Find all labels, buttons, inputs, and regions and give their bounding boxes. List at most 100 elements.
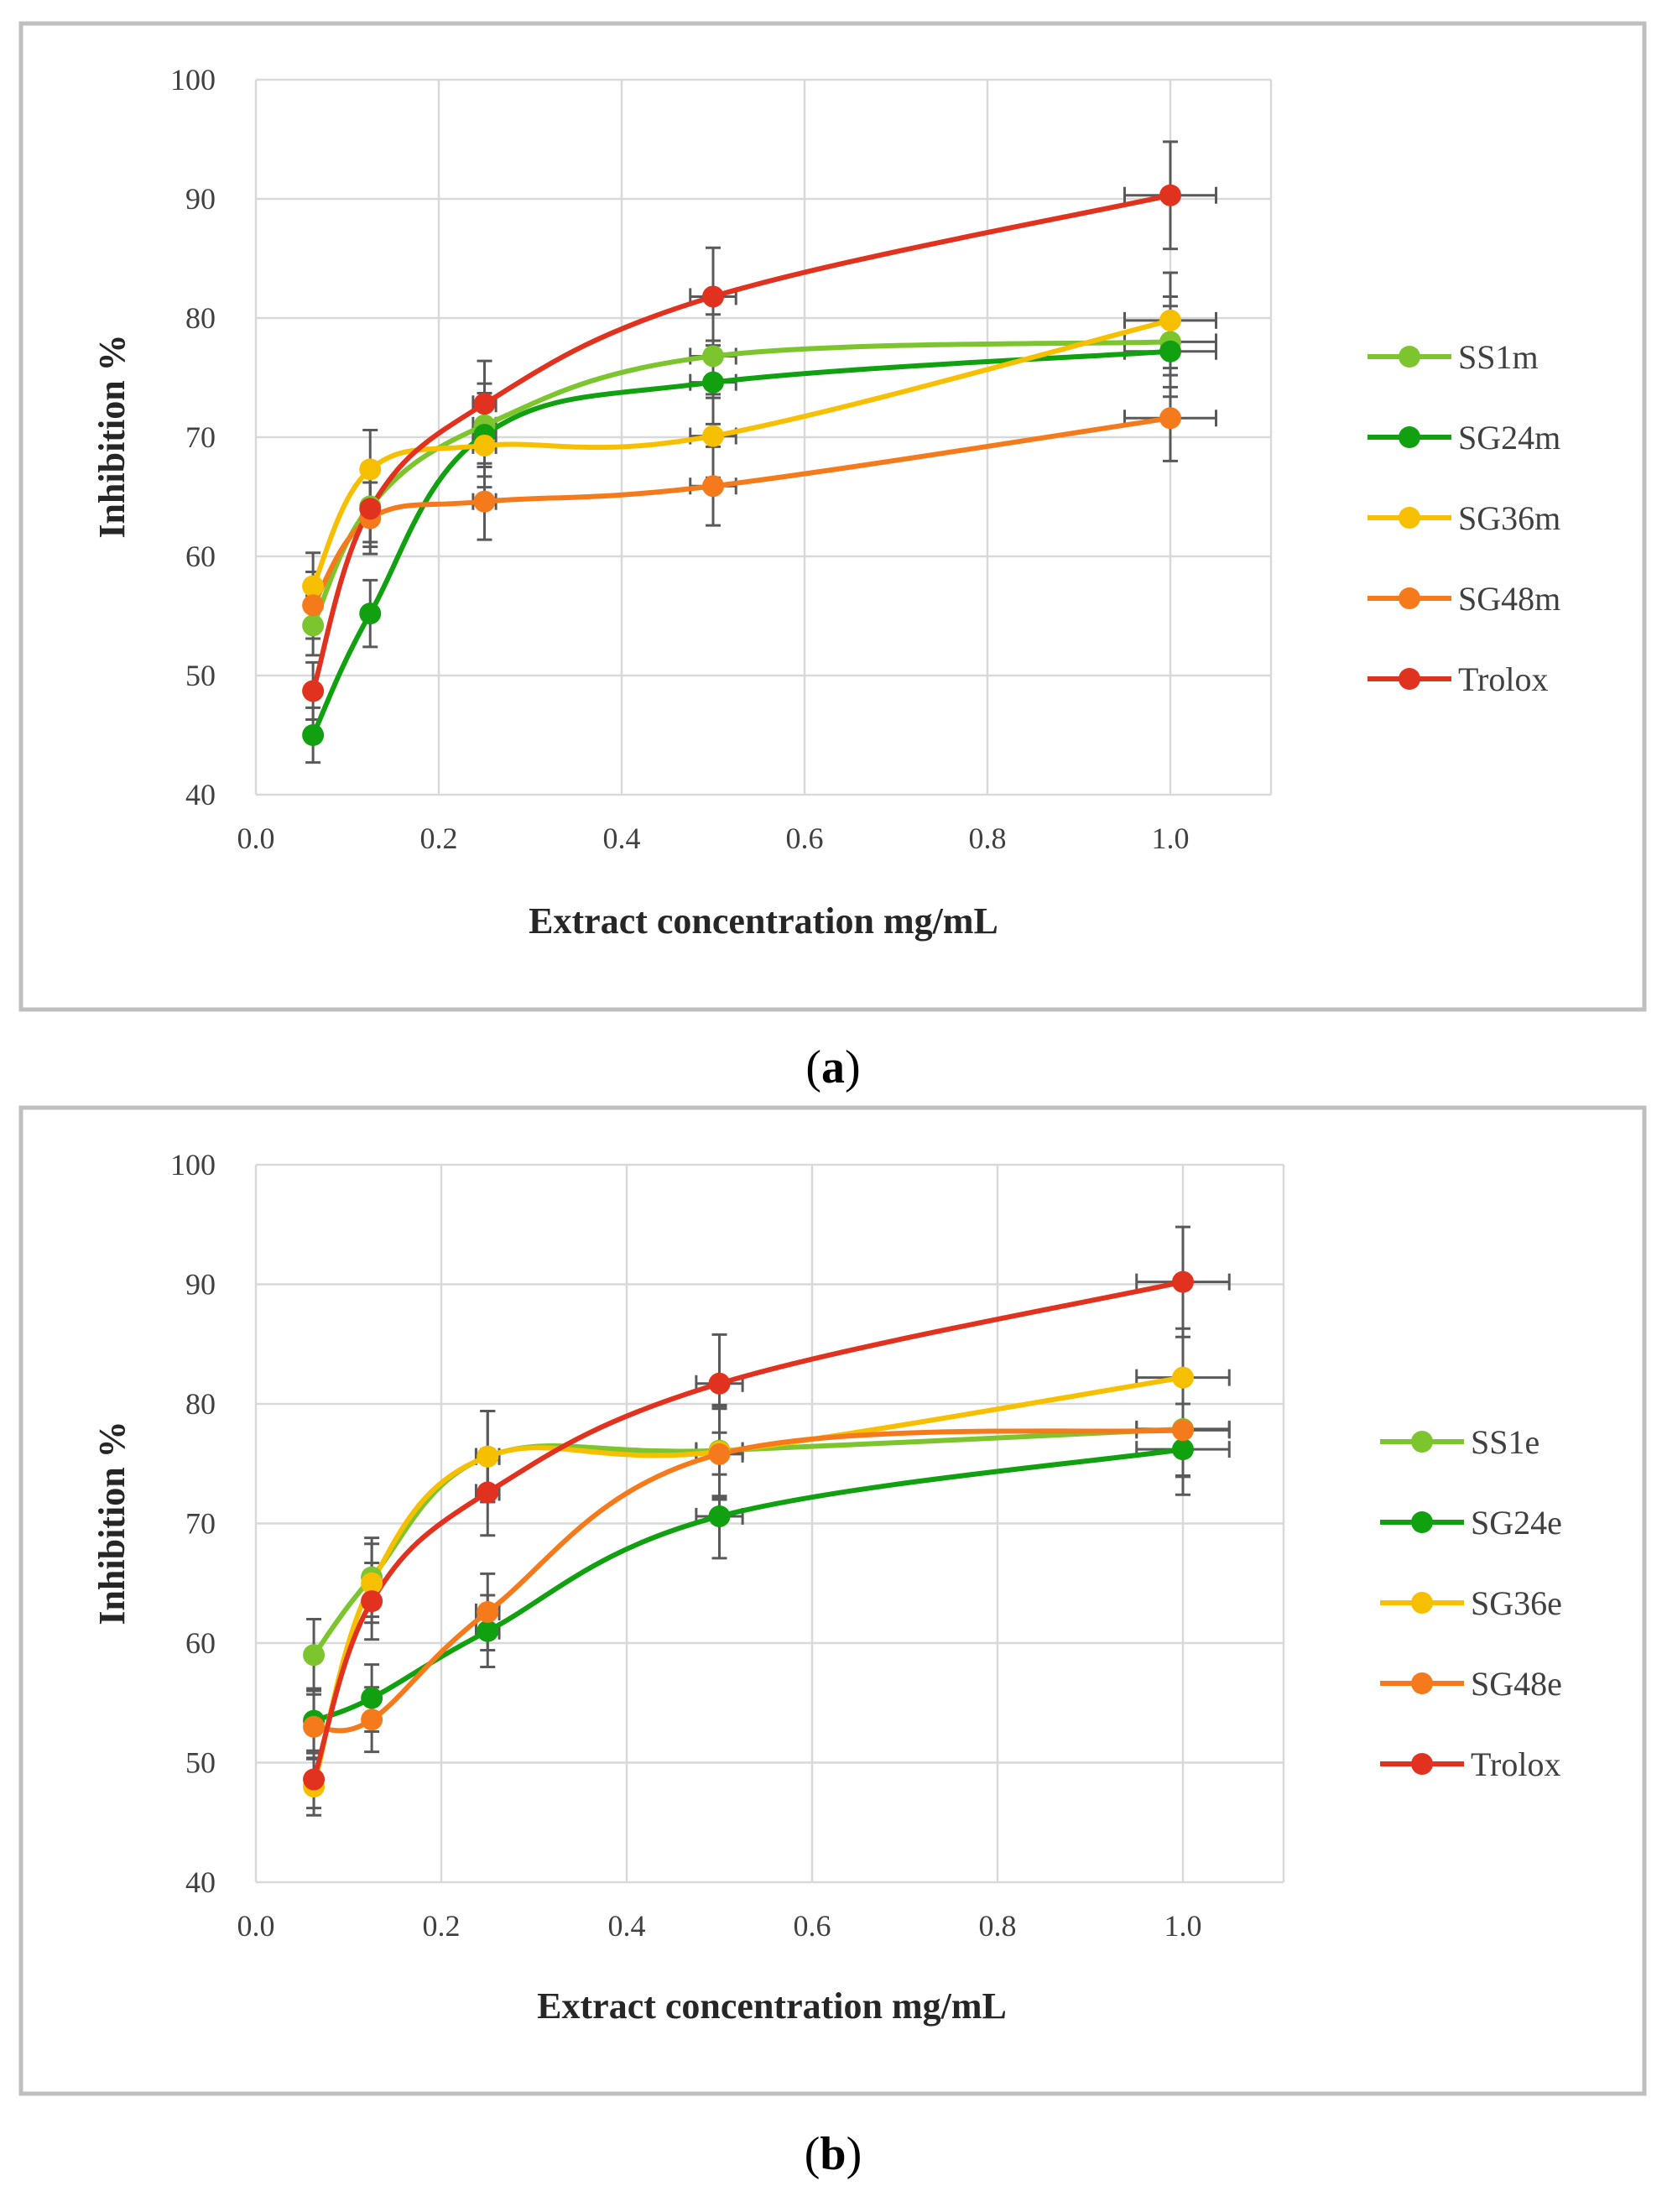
panel-a-legend-item: SG24m xyxy=(1367,419,1560,456)
panel-a-data-point-sg48m xyxy=(1159,407,1181,430)
panel-a-data-point-sg36m xyxy=(302,575,325,597)
panel-a-data-point-sg36m xyxy=(1159,309,1181,331)
panel-a-data-point-sg24m xyxy=(702,371,724,394)
panel-a-data-point-sg24m xyxy=(302,724,325,746)
panel-b-x-tick-label: 0.8 xyxy=(979,1909,1017,1943)
panel-b-data-point-sg48e xyxy=(477,1600,499,1623)
panel-a-x-axis-title: Extract concentration mg/mL xyxy=(529,900,998,942)
legend-swatch-marker xyxy=(1411,1672,1433,1694)
panel-b-caption: (b) xyxy=(805,2128,862,2180)
panel-b-x-tick-label: 0.2 xyxy=(423,1909,461,1943)
legend-label: SG24e xyxy=(1471,1504,1562,1542)
legend-swatch-marker xyxy=(1411,1592,1433,1614)
panel-b-data-point-trolox xyxy=(361,1590,383,1613)
panel-a-ticks: 0.0 0.2 0.4 0.6 0.8 1.0 40 50 60 70 80 90 100 xyxy=(170,63,1190,855)
panel-a-data-point-trolox xyxy=(302,680,325,702)
panel-b-y-tick-label: 70 xyxy=(185,1507,216,1541)
legend-swatch-marker xyxy=(1399,587,1420,609)
panel-a-y-axis-title: Inhibition % xyxy=(91,334,133,538)
panel-b-ticks: 0.0 0.2 0.4 0.6 0.8 1.0 40 50 60 70 80 90 100 xyxy=(170,1148,1202,1943)
panel-b-legend-item: SS1e xyxy=(1380,1423,1539,1461)
panel-a-y-tick-label: 60 xyxy=(185,540,216,573)
panel-b-legend-item: SG36e xyxy=(1380,1584,1562,1622)
legend-swatch-marker xyxy=(1399,346,1420,368)
panel-b-y-tick-label: 50 xyxy=(185,1746,216,1780)
panel-a-series-line-sg36m xyxy=(310,317,1173,589)
panel-a-caption: (a) xyxy=(805,1041,860,1093)
panel-b-x-tick-label: 0.6 xyxy=(794,1909,831,1943)
panel-b-data-point-ss1e xyxy=(303,1644,326,1667)
legend-swatch-marker xyxy=(1411,1511,1433,1533)
panel-b-y-tick-label: 80 xyxy=(185,1387,216,1421)
panel-a-data-point-sg48m xyxy=(702,475,724,498)
panel-b-y-axis-title: Inhibition % xyxy=(91,1421,133,1625)
panel-b-data-point-trolox xyxy=(1172,1270,1194,1293)
panel-a-series-line-trolox xyxy=(310,192,1173,694)
panel-a-legend-item: Trolox xyxy=(1367,660,1548,698)
panel-a-legend: SS1m SG24m SG36m SG48m Trolox xyxy=(1367,338,1560,698)
panel-b-legend-item: Trolox xyxy=(1380,1745,1560,1783)
panel-a-x-tick-label: 0.0 xyxy=(237,822,275,855)
panel-a-data-point-ss1m xyxy=(302,614,325,637)
panel-a-legend-item: SG48m xyxy=(1367,580,1560,618)
panel-a-data-point-trolox xyxy=(359,498,382,520)
panel-a-grid xyxy=(254,78,1273,796)
panel-b-legend: SS1e SG24e SG36e SG48e Trolox xyxy=(1380,1423,1562,1783)
panel-b-data-point-sg48e xyxy=(1172,1419,1194,1442)
panel-a-caption-letter: a xyxy=(821,1041,845,1093)
panel-b: 0.0 0.2 0.4 0.6 0.8 1.0 40 50 60 70 80 90 100 Extrac… xyxy=(18,1105,1647,2096)
panel-b-y-tick-label: 100 xyxy=(170,1148,216,1182)
panel-a-x-tick-label: 1.0 xyxy=(1152,822,1190,855)
panel-a-data-point-sg36m xyxy=(702,425,724,447)
panel-b-data-point-sg36e xyxy=(1172,1366,1194,1389)
panel-b-y-tick-label: 60 xyxy=(185,1626,216,1660)
panel-a-x-tick-label: 0.2 xyxy=(420,822,458,855)
legend-swatch-marker xyxy=(1399,426,1420,448)
panel-a-data-point-trolox xyxy=(702,285,724,308)
panel-b-series-line-sg36e xyxy=(311,1375,1185,1789)
legend-label: SG24m xyxy=(1458,419,1560,456)
panel-b-data-point-sg36e xyxy=(477,1445,499,1468)
legend-label: Trolox xyxy=(1471,1745,1560,1783)
panel-b-frame xyxy=(18,1105,1647,2096)
panel-a-y-tick-label: 70 xyxy=(185,420,216,454)
panel-a-data-point-trolox xyxy=(1159,184,1181,206)
legend-label: SS1m xyxy=(1458,338,1539,376)
panel-a-x-tick-label: 0.8 xyxy=(969,822,1007,855)
legend-label: Trolox xyxy=(1458,660,1548,698)
panel-a: 0.0 0.2 0.4 0.6 0.8 1.0 40 50 60 70 80 90 100 Extrac… xyxy=(18,21,1647,1012)
panel-a-data-point-sg36m xyxy=(473,434,496,456)
legend-label: SG48e xyxy=(1471,1665,1562,1703)
panel-b-y-tick-label: 90 xyxy=(185,1268,216,1302)
panel-a-data-point-trolox xyxy=(473,393,496,415)
panel-b-x-axis-title: Extract concentration mg/mL xyxy=(537,1985,1007,2027)
panel-a-legend-item: SG36m xyxy=(1367,499,1560,537)
panel-b-x-tick-label: 0.4 xyxy=(608,1909,646,1943)
panel-b-data-point-sg24e xyxy=(1172,1438,1194,1461)
panel-b-data-point-trolox xyxy=(477,1481,499,1504)
panel-a-y-tick-label: 40 xyxy=(185,778,216,811)
panel-b-data-point-sg24e xyxy=(361,1687,383,1709)
legend-label: SG36e xyxy=(1471,1584,1562,1622)
panel-a-points xyxy=(302,184,1181,746)
panel-b-caption-letter: b xyxy=(820,2128,846,2180)
panel-a-x-tick-label: 0.6 xyxy=(786,822,824,855)
panel-a-series-line-sg24m xyxy=(310,348,1173,738)
panel-b-data-point-sg24e xyxy=(477,1620,499,1642)
panel-b-x-tick-label: 1.0 xyxy=(1164,1909,1202,1943)
panel-a-data-point-sg36m xyxy=(359,458,382,481)
panel-b-series-line-trolox xyxy=(311,1279,1185,1782)
legend-label: SG48m xyxy=(1458,580,1560,618)
panel-b-data-point-trolox xyxy=(708,1372,731,1395)
panel-b-data-point-sg48e xyxy=(708,1442,731,1465)
panel-a-data-point-sg24m xyxy=(359,603,382,625)
legend-label: SS1e xyxy=(1471,1423,1539,1461)
legend-swatch-marker xyxy=(1399,507,1420,529)
panel-b-legend-item: SG48e xyxy=(1380,1665,1562,1703)
panel-b-data-point-sg48e xyxy=(303,1715,326,1738)
panel-b-data-point-trolox xyxy=(303,1768,326,1791)
panel-a-data-point-sg48m xyxy=(302,594,325,617)
panel-a-data-point-ss1m xyxy=(702,345,724,368)
panel-a-data-point-sg48m xyxy=(473,490,496,513)
